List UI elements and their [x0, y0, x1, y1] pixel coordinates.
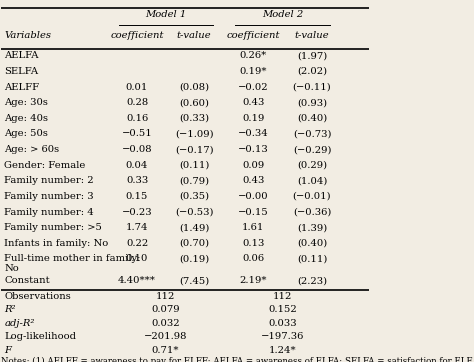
Text: F: F [4, 346, 11, 355]
Text: 0.33: 0.33 [126, 176, 148, 185]
Text: (0.19): (0.19) [179, 254, 209, 264]
Text: 1.24*: 1.24* [269, 346, 296, 355]
Text: coefficient: coefficient [227, 31, 280, 40]
Text: 0.19*: 0.19* [239, 67, 267, 76]
Text: −0.15: −0.15 [238, 207, 268, 216]
Text: 0.01: 0.01 [126, 83, 148, 92]
Text: 4.40***: 4.40*** [118, 276, 156, 285]
Text: AELFF: AELFF [4, 83, 39, 92]
Text: (2.23): (2.23) [297, 276, 327, 285]
Text: 0.033: 0.033 [268, 319, 297, 328]
Text: −0.02: −0.02 [238, 83, 268, 92]
Text: 0.152: 0.152 [268, 306, 297, 315]
Text: −0.00: −0.00 [238, 192, 268, 201]
Text: 112: 112 [156, 292, 175, 301]
Text: 0.15: 0.15 [126, 192, 148, 201]
Text: Infants in family: No: Infants in family: No [4, 239, 109, 248]
Text: −0.34: −0.34 [238, 130, 268, 138]
Text: (1.39): (1.39) [297, 223, 327, 232]
Text: (0.29): (0.29) [297, 161, 327, 170]
Text: (1.04): (1.04) [297, 176, 327, 185]
Text: −0.08: −0.08 [122, 145, 152, 154]
Text: t-value: t-value [295, 31, 329, 40]
Text: 0.079: 0.079 [151, 306, 180, 315]
Text: 0.22: 0.22 [126, 239, 148, 248]
Text: Family number: 3: Family number: 3 [4, 192, 94, 201]
Text: (0.70): (0.70) [179, 239, 209, 248]
Text: (0.40): (0.40) [297, 114, 327, 123]
Text: 0.10: 0.10 [126, 254, 148, 264]
Text: No: No [4, 264, 19, 273]
Text: SELFA: SELFA [4, 67, 38, 76]
Text: adj-R²: adj-R² [4, 319, 35, 328]
Text: 0.71*: 0.71* [152, 346, 179, 355]
Text: (−0.11): (−0.11) [292, 83, 331, 92]
Text: Variables: Variables [4, 31, 51, 40]
Text: (−0.36): (−0.36) [293, 207, 331, 216]
Text: (0.40): (0.40) [297, 239, 327, 248]
Text: 1.61: 1.61 [242, 223, 264, 232]
Text: 0.43: 0.43 [242, 98, 264, 107]
Text: 0.16: 0.16 [126, 114, 148, 123]
Text: Age: > 60s: Age: > 60s [4, 145, 60, 154]
Text: (0.93): (0.93) [297, 98, 327, 107]
Text: Observations: Observations [4, 292, 71, 301]
Text: (2.02): (2.02) [297, 67, 327, 76]
Text: (−0.53): (−0.53) [175, 207, 213, 216]
Text: 0.43: 0.43 [242, 176, 264, 185]
Text: 0.04: 0.04 [126, 161, 148, 170]
Text: (−0.01): (−0.01) [293, 192, 331, 201]
Text: Age: 40s: Age: 40s [4, 114, 48, 123]
Text: Family number: >5: Family number: >5 [4, 223, 102, 232]
Text: AELFA: AELFA [4, 51, 39, 60]
Text: (0.08): (0.08) [179, 83, 209, 92]
Text: 1.74: 1.74 [126, 223, 148, 232]
Text: −201.98: −201.98 [144, 332, 187, 341]
Text: (1.49): (1.49) [179, 223, 210, 232]
Text: R²: R² [4, 306, 16, 315]
Text: −0.13: −0.13 [238, 145, 268, 154]
Text: Gender: Female: Gender: Female [4, 161, 86, 170]
Text: 0.28: 0.28 [126, 98, 148, 107]
Text: 0.09: 0.09 [242, 161, 264, 170]
Text: (0.11): (0.11) [297, 254, 327, 264]
Text: Family number: 4: Family number: 4 [4, 207, 94, 216]
Text: (−0.73): (−0.73) [293, 130, 331, 138]
Text: (−1.09): (−1.09) [175, 130, 213, 138]
Text: Family number: 2: Family number: 2 [4, 176, 94, 185]
Text: 0.06: 0.06 [242, 254, 264, 264]
Text: (7.45): (7.45) [179, 276, 209, 285]
Text: 0.26*: 0.26* [239, 51, 267, 60]
Text: Log-likelihood: Log-likelihood [4, 332, 76, 341]
Text: Full-time mother in family:: Full-time mother in family: [4, 254, 141, 264]
Text: (0.33): (0.33) [179, 114, 209, 123]
Text: (0.79): (0.79) [179, 176, 209, 185]
Text: Age: 50s: Age: 50s [4, 130, 48, 138]
Text: coefficient: coefficient [110, 31, 164, 40]
Text: −0.51: −0.51 [122, 130, 153, 138]
Text: −197.36: −197.36 [261, 332, 304, 341]
Text: (1.97): (1.97) [297, 51, 327, 60]
Text: (−0.17): (−0.17) [175, 145, 213, 154]
Text: t-value: t-value [177, 31, 211, 40]
Text: −0.23: −0.23 [122, 207, 152, 216]
Text: 0.13: 0.13 [242, 239, 264, 248]
Text: (−0.29): (−0.29) [293, 145, 331, 154]
Text: 0.032: 0.032 [151, 319, 180, 328]
Text: Constant: Constant [4, 276, 50, 285]
Text: (0.11): (0.11) [179, 161, 210, 170]
Text: (0.35): (0.35) [179, 192, 209, 201]
Text: 112: 112 [273, 292, 292, 301]
Text: Model 2: Model 2 [262, 10, 303, 19]
Text: Notes: (1) AELFF = awareness to pay for ELFF; AELFA = awareness of ELFA; SELFA =: Notes: (1) AELFF = awareness to pay for … [0, 357, 472, 362]
Text: 2.19*: 2.19* [239, 276, 267, 285]
Text: Age: 30s: Age: 30s [4, 98, 48, 107]
Text: 0.19: 0.19 [242, 114, 264, 123]
Text: (0.60): (0.60) [179, 98, 209, 107]
Text: Model 1: Model 1 [145, 10, 186, 19]
